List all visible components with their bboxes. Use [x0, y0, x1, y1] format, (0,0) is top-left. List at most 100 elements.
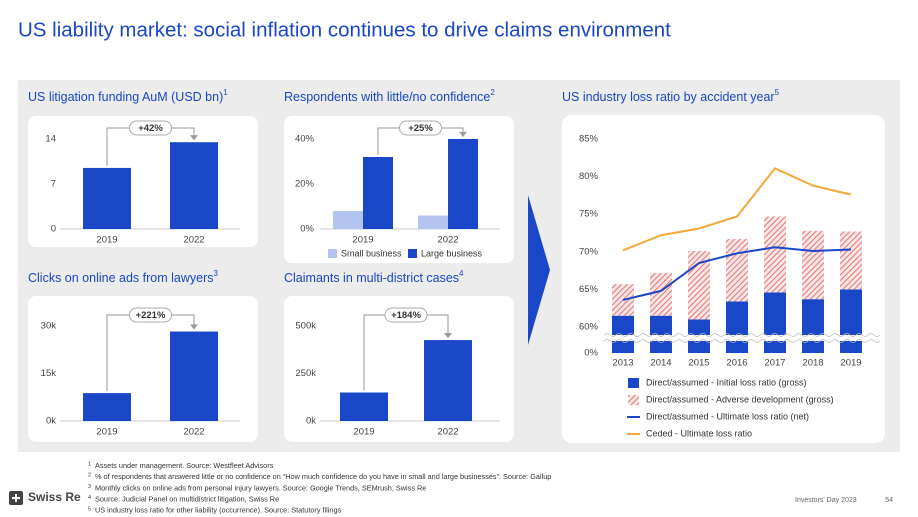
- y-tick-label: 75%: [579, 209, 599, 220]
- annotation-arrow: [444, 333, 452, 339]
- footnote: Source: Judicial Panel on multidistrict …: [95, 495, 279, 504]
- x-tick-label: 2019: [353, 427, 374, 438]
- annotation-arrow: [190, 135, 198, 141]
- bar: [83, 167, 131, 229]
- footnote: % of respondents that answered little or…: [95, 472, 551, 481]
- chart-title: US litigation funding AuM (USD bn)1: [28, 88, 228, 104]
- bar: [802, 230, 824, 300]
- bar: [840, 289, 862, 353]
- annotation: +42%: [138, 123, 163, 134]
- bar: [726, 301, 748, 353]
- axis-break-line: [603, 333, 881, 337]
- footnote-number: 3: [88, 484, 91, 490]
- x-tick-label: 2022: [183, 427, 204, 438]
- x-tick-label: 2014: [650, 358, 671, 369]
- x-tick-label: 2018: [802, 358, 823, 369]
- y-tick-label: 14: [45, 134, 56, 145]
- annotation-pill: [129, 307, 172, 323]
- footnote-ref: 5: [775, 88, 780, 97]
- bar: [363, 157, 393, 229]
- chart-title-text: Respondents with little/no confidence: [284, 90, 490, 104]
- arrow: [528, 195, 550, 345]
- bar: [764, 292, 786, 353]
- bar: [650, 272, 672, 316]
- bar: [83, 393, 131, 421]
- logo-text: Swiss Re: [28, 490, 81, 504]
- footnote-number: 2: [88, 473, 91, 479]
- x-tick-label: 2022: [437, 235, 458, 246]
- y-tick-label: 0%: [584, 348, 598, 359]
- footnote: Monthly clicks on online ads from person…: [95, 483, 426, 492]
- legend-label: Small business: [341, 248, 402, 258]
- legend-swatch: [328, 249, 337, 258]
- bar: [424, 340, 472, 421]
- axis-break-line: [603, 339, 881, 343]
- x-tick-label: 2015: [688, 358, 709, 369]
- y-tick-label: 0k: [306, 416, 316, 427]
- legend-swatch: [628, 395, 639, 405]
- bar: [764, 216, 786, 293]
- chart-title: Respondents with little/no confidence2: [284, 88, 495, 104]
- x-tick-label: 2019: [96, 235, 117, 246]
- bar: [612, 315, 634, 353]
- line: [622, 246, 852, 301]
- card: [28, 116, 258, 247]
- card: [284, 116, 514, 263]
- bar: [840, 231, 862, 290]
- card: [562, 115, 885, 443]
- chart-title-text: US industry loss ratio by accident year: [562, 90, 775, 104]
- legend-label: Direct/assumed - Adverse development (gr…: [646, 394, 834, 404]
- x-tick-label: 2017: [764, 358, 785, 369]
- annotation: +184%: [391, 310, 421, 321]
- footnote-ref: 4: [459, 269, 464, 278]
- x-tick-label: 2019: [96, 427, 117, 438]
- annotation: +25%: [408, 123, 433, 134]
- chart-title: Clicks on online ads from lawyers3: [28, 269, 219, 285]
- legend-label: Direct/assumed - Initial loss ratio (gro…: [646, 377, 807, 387]
- legend-swatch: [408, 249, 417, 258]
- footnote: Assets under management. Source: Westfle…: [95, 461, 274, 470]
- chart-title: US industry loss ratio by accident year5: [562, 88, 780, 104]
- footnote-ref: 1: [223, 88, 228, 97]
- annotation-pill: [384, 307, 428, 323]
- y-tick-label: 20%: [295, 179, 315, 190]
- y-tick-label: 30k: [41, 321, 57, 332]
- legend-label: Ceded - Ultimate loss ratio: [646, 428, 752, 438]
- footnote: US industry loss ratio for other liabili…: [95, 506, 342, 515]
- y-tick-label: 250k: [295, 368, 316, 379]
- chart-title-text: Claimants in multi-district cases: [284, 271, 459, 285]
- y-tick-label: 7: [51, 179, 56, 190]
- y-tick-label: 40%: [295, 134, 315, 145]
- y-tick-label: 80%: [579, 171, 599, 182]
- bar: [340, 392, 388, 421]
- y-tick-label: 65%: [579, 284, 599, 295]
- legend-swatch: [628, 378, 639, 388]
- bar: [418, 215, 448, 229]
- y-tick-label: 85%: [579, 134, 599, 145]
- slide-title: US liability market: social inflation co…: [18, 18, 671, 41]
- bar: [333, 211, 363, 229]
- footnote-ref: 3: [214, 269, 219, 278]
- y-tick-label: 0k: [46, 416, 56, 427]
- y-tick-label: 0: [51, 224, 56, 235]
- bar: [650, 315, 672, 353]
- bar: [170, 142, 218, 229]
- annotation-arrow: [459, 132, 467, 137]
- annotation-pill: [129, 120, 172, 136]
- annotation-arrow: [190, 324, 198, 330]
- legend-label: Large business: [421, 248, 483, 258]
- annotation: +221%: [136, 310, 166, 321]
- footnote-number: 1: [88, 461, 91, 467]
- x-tick-label: 2022: [183, 235, 204, 246]
- x-tick-label: 2019: [840, 358, 861, 369]
- bar: [448, 139, 478, 229]
- legend-label: Direct/assumed - Ultimate loss ratio (ne…: [646, 411, 809, 421]
- line: [622, 167, 852, 252]
- footnote-number: 5: [88, 506, 91, 512]
- x-tick-label: 2016: [726, 358, 747, 369]
- x-tick-label: 2019: [352, 235, 373, 246]
- chart-title-text: US litigation funding AuM (USD bn): [28, 90, 223, 104]
- y-tick-label: 60%: [579, 322, 599, 333]
- bar: [170, 331, 218, 421]
